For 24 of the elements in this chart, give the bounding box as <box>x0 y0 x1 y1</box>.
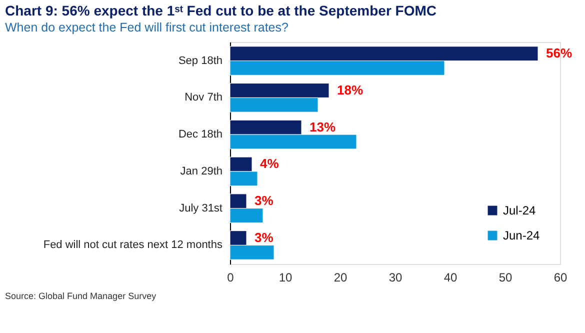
x-tick-label: 40 <box>444 270 458 284</box>
data-label: 56% <box>546 46 572 61</box>
source-note: Source: Global Fund Manager Survey <box>5 291 157 301</box>
data-label: 4% <box>260 156 280 172</box>
x-tick-label: 60 <box>554 270 568 284</box>
data-label: 13% <box>310 119 336 134</box>
legend-label: Jul-24 <box>503 204 536 218</box>
y-tick-label: July 31st <box>179 202 222 214</box>
y-tick-label: Dec 18th <box>178 128 222 141</box>
y-tick-label: Nov 7th <box>184 92 222 104</box>
chart-subtitle: When do expect the Fed will first cut interest rates? <box>5 20 289 34</box>
legend-label: Jun-24 <box>503 228 540 242</box>
data-label: 3% <box>254 193 274 208</box>
x-tick-label: 0 <box>227 270 234 284</box>
x-tick-label: 20 <box>334 270 348 284</box>
x-tick-label: 10 <box>278 270 292 284</box>
x-tick-label: 50 <box>498 270 512 284</box>
x-tick-label: 30 <box>388 270 402 284</box>
y-tick-label: Sep 18th <box>178 54 222 67</box>
data-label: 3% <box>254 230 274 245</box>
data-label: 18% <box>337 82 364 98</box>
chart-title: Chart 9: 56% expect the 1ˢᵗ Fed cut to be at the September FOMC <box>5 2 436 18</box>
y-tick-label: Fed will not cut rates next 12 months <box>43 239 223 252</box>
y-tick-label: Jan 29th <box>180 165 222 178</box>
